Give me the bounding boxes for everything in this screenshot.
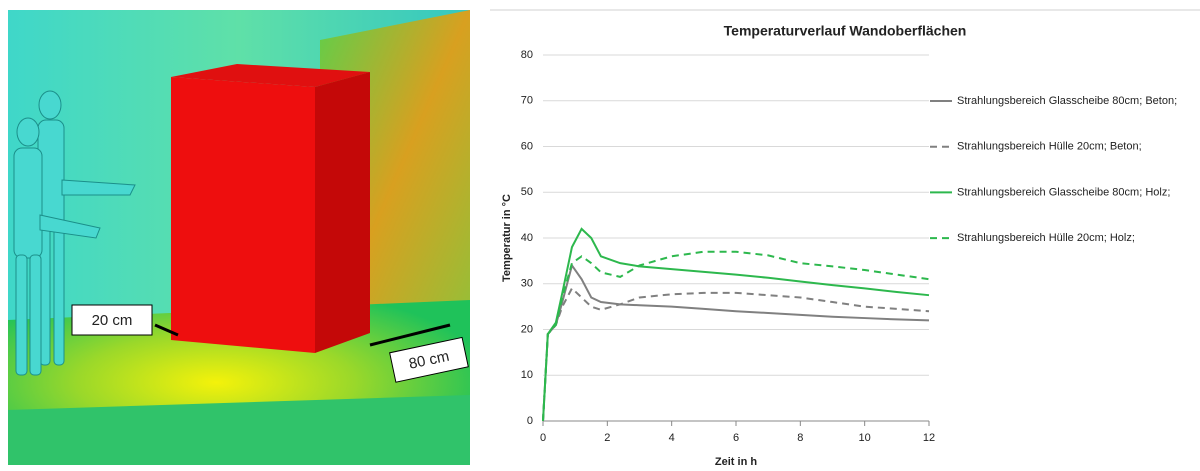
render-box-side [315,72,370,353]
legend-label: Strahlungsbereich Glasscheibe 80cm; Holz… [957,186,1170,198]
render-label-box [389,336,469,383]
y-tick-label: 30 [521,278,533,290]
x-tick-label: 0 [540,432,546,444]
y-tick-label: 80 [521,49,533,61]
render-arrow [154,323,179,337]
render: 20 cm 80 cm [8,10,470,465]
series-line [542,227,930,422]
y-tick-label: 20 [521,323,533,335]
render-label-group: 80 cm [389,336,469,383]
series-line [542,263,930,422]
render-floor-edge [8,395,470,465]
y-tick-label: 0 [527,415,533,427]
x-tick-label: 6 [733,432,739,444]
y-axis-title: Temperatur in °C [501,194,513,282]
y-tick-label: 70 [521,95,533,107]
x-tick-label: 10 [859,432,871,444]
legend-label: Strahlungsbereich Glasscheibe 80cm; Beto… [957,95,1177,107]
y-tick-label: 40 [521,232,533,244]
x-tick-label: 2 [604,432,610,444]
x-axis-title: Zeit in h [715,456,757,468]
x-tick-label: 12 [923,432,935,444]
render-figures [13,90,136,376]
render-label-box [71,304,153,336]
render-label: 20 cm [92,312,133,329]
series-line [542,286,930,422]
render-box-front [171,77,315,353]
x-tick-label: 8 [797,432,803,444]
render-arrow [369,323,451,347]
y-tick-label: 10 [521,369,533,381]
x-tick-label: 4 [669,432,675,444]
y-tick-label: 50 [521,186,533,198]
y-tick-label: 60 [521,140,533,152]
legend-label: Strahlungsbereich Hülle 20cm; Holz; [957,232,1135,244]
series-line [542,250,930,422]
render-box-top [171,64,370,87]
chart-title: Temperaturverlauf Wandoberflächen [724,23,967,39]
legend-label: Strahlungsbereich Hülle 20cm; Beton; [957,141,1142,153]
